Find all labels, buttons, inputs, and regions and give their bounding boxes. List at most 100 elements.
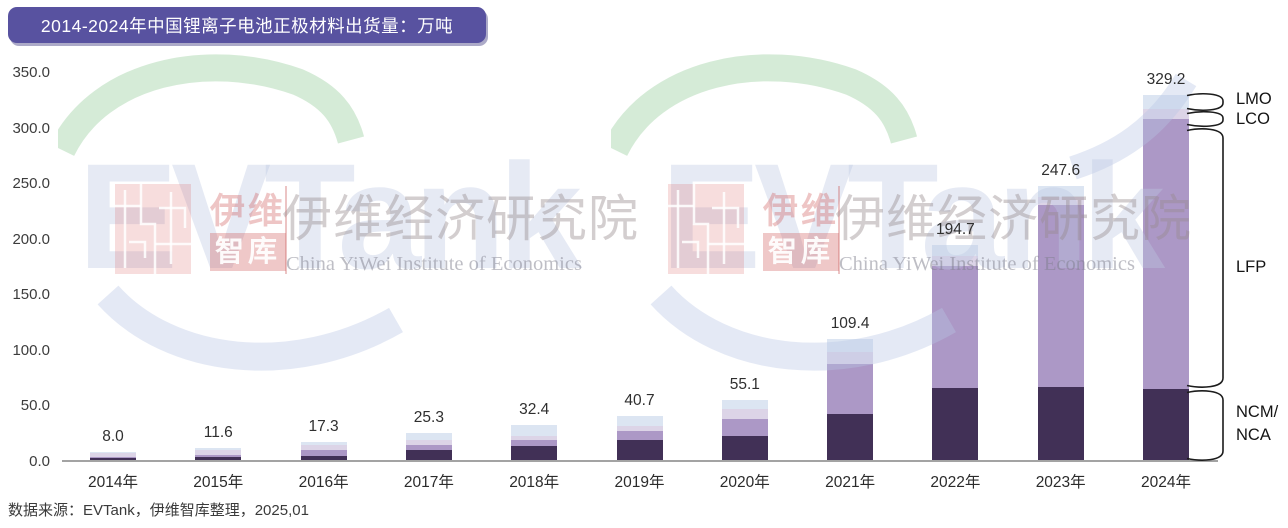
bar-segment-LCO-2015年 [195, 450, 242, 456]
chart-title-bar: 2014-2024年中国锂离子电池正极材料出货量：万吨 [8, 7, 486, 43]
bar-segment-LFP-2016年 [300, 450, 347, 456]
blue-swoosh-arc [97, 285, 403, 371]
bar-segment-LCO-2020年 [721, 409, 768, 419]
evtank-watermark-text: EVTank [78, 132, 582, 300]
x-axis-label: 2020年 [719, 474, 770, 491]
zhiku-watermark-text: 智库 [763, 233, 839, 271]
bar-segment-LFP-2017年 [405, 445, 452, 450]
bar-segment-NCM-NCA-2017年 [405, 449, 452, 461]
y-axis-label: 300.0 [12, 119, 50, 137]
bar-segment-LMO-2020年 [721, 399, 768, 410]
bar-segment-LCO-2018年 [511, 435, 558, 440]
bar-segment-LMO-2021年 [827, 339, 874, 352]
bar-segment-NCM-NCA-2020年 [721, 435, 768, 461]
bar-total-label: 8.0 [102, 428, 124, 446]
x-axis-label: 2018年 [509, 474, 560, 491]
y-axis-label: 100.0 [12, 341, 50, 359]
bar-segment-NCM-NCA-2019年 [616, 439, 663, 461]
y-axis-label: 350.0 [12, 64, 50, 81]
bar-segment-LCO-2023年 [1037, 196, 1084, 206]
bar-segment-LFP-2014年 [90, 457, 136, 459]
blue-swoosh-arc [650, 285, 956, 371]
bar-segment-LFP-2015年 [195, 455, 242, 457]
watermark-divider [838, 186, 840, 274]
watermark-left: EVTank 伊维 智库 伊维经济研究院 China YiWei Institu… [58, 52, 678, 412]
bar-segment-NCM-NCA-2018年 [511, 445, 558, 461]
bar-segment-LMO-2016年 [300, 441, 347, 446]
bar-segment-LMO-2017年 [405, 432, 452, 441]
zhiku-watermark-text: 智库 [210, 233, 286, 271]
bar-segment-LFP-2020年 [721, 418, 768, 436]
bar-segment-LMO-2015年 [195, 448, 242, 451]
yiwei-watermark-text: 伊维 [763, 192, 840, 231]
legend-label-ncm-line1: NCM/ [1236, 403, 1279, 421]
bar-total-label: 329.2 [1146, 71, 1186, 89]
x-axis-label: 2024年 [1141, 474, 1191, 491]
bar-segment-LFP-2018年 [511, 439, 558, 446]
bar-segment-LFP-2019年 [616, 430, 663, 440]
institute-name-cn: 伊维经济研究院 [282, 191, 639, 247]
bar-segment-LFP-2023年 [1037, 205, 1084, 388]
bar-segment-LFP-2021年 [827, 363, 874, 415]
bar-segment-LFP-2022年 [932, 265, 979, 389]
y-axis-label: 200.0 [12, 230, 50, 248]
bar-segment-LCO-2016年 [300, 445, 347, 451]
bar-segment-LMO-2018年 [511, 424, 558, 436]
bar-total-label: 55.1 [729, 375, 760, 393]
bar-segment-LCO-2019年 [616, 426, 663, 431]
bar-segment-LCO-2021年 [827, 351, 874, 364]
bar-segment-NCM-NCA-2022年 [932, 388, 979, 461]
bar-segment-LFP-2024年 [1143, 119, 1189, 390]
bar-total-label: 247.6 [1041, 161, 1081, 179]
yiwei-watermark-text: 伊维 [210, 192, 287, 231]
institute-name-en: China YiWei Institute of Economics [286, 253, 582, 275]
watermark-divider [285, 186, 287, 274]
bar-total-label: 40.7 [624, 391, 655, 409]
x-axis-label: 2017年 [403, 474, 454, 491]
bar-segment-LCO-2024年 [1143, 109, 1189, 120]
yiwei-logo-icon [668, 184, 744, 274]
bar-segment-LCO-2014年 [90, 453, 136, 458]
institute-name-cn: 伊维经济研究院 [835, 191, 1192, 247]
zhiku-watermark-badge: 智库 [210, 233, 286, 271]
bar-segment-NCM-NCA-2021年 [827, 414, 874, 461]
green-swoosh-arc [58, 54, 365, 157]
bar-total-label: 109.4 [830, 315, 870, 333]
bar-total-label: 17.3 [308, 417, 339, 435]
legend-label-ncm-line2: NCA [1236, 426, 1271, 444]
source-note: 数据来源：EVTank，伊维智库整理，2025,01 [8, 502, 309, 519]
bar-total-label: 194.7 [935, 220, 975, 238]
bar-segment-LCO-2022年 [932, 255, 979, 266]
bar-segment-LMO-2022年 [932, 244, 979, 256]
bracket-lmo [1186, 93, 1224, 111]
bar-segment-NCM-NCA-2024年 [1143, 389, 1189, 461]
zhiku-watermark-badge: 智库 [763, 233, 839, 271]
bar-segment-LMO-2023年 [1037, 185, 1084, 197]
legend-label-lmo: LMO [1236, 90, 1272, 108]
y-axis-label: 50.0 [20, 397, 50, 415]
legend-label-ncm-nca: NCM/ NCA [1236, 401, 1278, 447]
bar-total-label: 11.6 [203, 424, 233, 442]
y-axis-label: 250.0 [12, 175, 50, 193]
x-axis-label: 2016年 [298, 474, 349, 491]
x-axis-label: 2022年 [930, 474, 981, 491]
bar-segment-LMO-2014年 [90, 452, 136, 454]
x-axis-label: 2019年 [614, 474, 665, 491]
bar-segment-NCM-NCA-2016年 [300, 455, 347, 461]
legend-label-lco: LCO [1236, 110, 1270, 128]
bracket-lfp [1186, 128, 1224, 388]
bar-segment-NCM-NCA-2015年 [195, 456, 242, 461]
bar-total-label: 32.4 [519, 400, 550, 418]
y-axis-label: 150.0 [12, 286, 50, 304]
bracket-ncm-nca [1186, 390, 1224, 461]
yiwei-logo-icon [115, 184, 191, 274]
x-axis-label: 2014年 [88, 474, 138, 491]
bar-segment-LMO-2024年 [1143, 95, 1189, 110]
x-axis-baseline [62, 459, 1218, 462]
bar-total-label: 25.3 [413, 408, 444, 426]
x-axis-label: 2015年 [193, 474, 244, 491]
bar-segment-NCM-NCA-2023年 [1037, 387, 1084, 461]
green-swoosh-arc [611, 54, 918, 157]
chart-title: 2014-2024年中国锂离子电池正极材料出货量：万吨 [40, 15, 454, 36]
